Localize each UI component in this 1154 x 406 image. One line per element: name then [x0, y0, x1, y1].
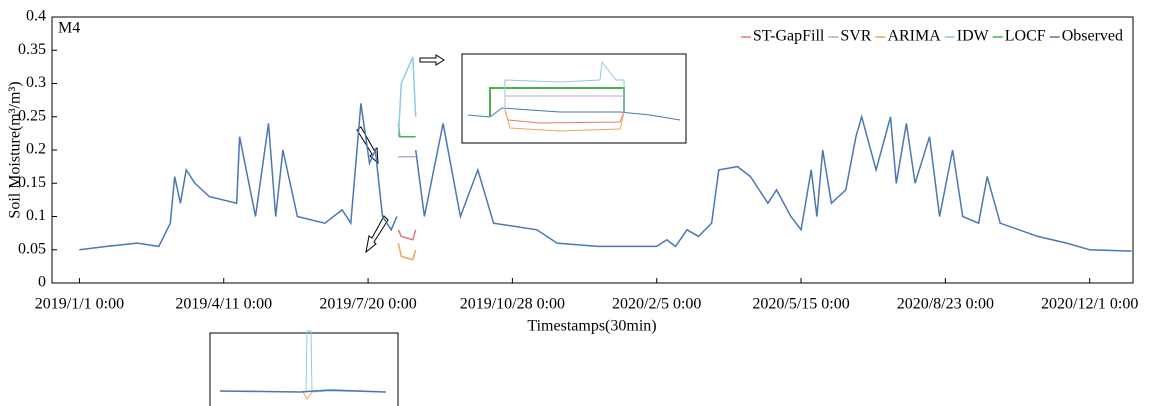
inset-line — [504, 60, 625, 112]
legend-label: IDW — [957, 28, 990, 45]
inset-line — [219, 389, 387, 393]
x-tick-label: 2019/1/1 0:00 — [35, 296, 124, 313]
arrow — [419, 54, 445, 66]
x-axis-label: Timestamps(30min) — [527, 318, 656, 335]
y-tick-label: 0.4 — [26, 8, 46, 25]
inset-line — [467, 107, 681, 121]
arrow — [365, 215, 389, 254]
legend-label: LOCF — [1005, 28, 1046, 45]
inset-line — [302, 391, 313, 400]
x-tick-label: 2020/8/23 0:00 — [897, 296, 994, 313]
y-tick-label: 0.2 — [26, 141, 46, 158]
y-tick-label: 0.15 — [18, 174, 46, 191]
x-tick-label: 2019/10/28 0:00 — [460, 296, 565, 313]
axes: 0 0.05 0.1 0.15 0.2 0.25 0.3 0.35 0.4 2019/1/1 0:… — [18, 8, 1138, 313]
y-tick-label: 0.3 — [26, 74, 46, 91]
x-tick-label: 2019/7/20 0:00 — [319, 296, 416, 313]
panel-label: M4 — [58, 20, 80, 37]
inset-line — [504, 109, 625, 132]
plot-frame — [51, 16, 1134, 284]
y-tick-label: 0 — [38, 274, 46, 291]
x-tick-label: 2020/12/1 0:00 — [1041, 296, 1138, 313]
legend-label: Observed — [1062, 28, 1123, 45]
legend-label: ARIMA — [887, 28, 941, 45]
y-tick-label: 0.05 — [18, 240, 46, 257]
y-tick-label: 0.25 — [18, 107, 46, 124]
y-tick-label: 0.1 — [26, 207, 46, 224]
inset-bottom — [209, 330, 399, 406]
series-line — [397, 229, 417, 241]
series-line — [397, 242, 417, 261]
x-tick-label: 2019/4/11 0:00 — [175, 296, 272, 313]
y-tick-label: 0.35 — [18, 41, 46, 58]
series-line — [397, 123, 416, 138]
legend-label: ST-GapFill — [753, 28, 825, 45]
y-axis-label: Soil Moisture(m³/m³) — [7, 81, 24, 218]
legend-label: SVR — [840, 28, 871, 45]
x-tick-label: 2020/5/15 0:00 — [752, 296, 849, 313]
x-tick-label: 2020/2/5 0:00 — [612, 296, 701, 313]
inset-top — [419, 53, 687, 144]
series-line — [397, 56, 417, 137]
inset-frame — [209, 332, 399, 406]
inset-frame — [461, 53, 687, 144]
series-line — [79, 103, 1132, 252]
